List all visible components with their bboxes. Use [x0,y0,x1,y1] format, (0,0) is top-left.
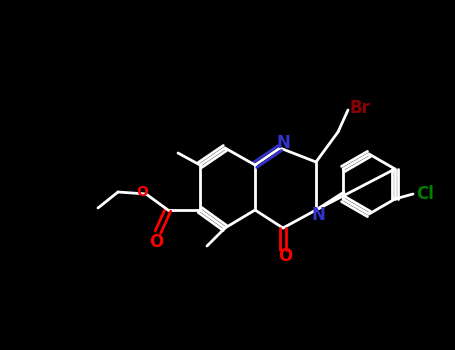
Text: Cl: Cl [416,185,434,203]
Text: N: N [311,206,325,224]
Text: O: O [136,185,148,199]
Text: O: O [278,247,292,265]
Text: O: O [149,233,163,251]
Text: N: N [276,134,290,152]
Text: Br: Br [349,99,370,117]
